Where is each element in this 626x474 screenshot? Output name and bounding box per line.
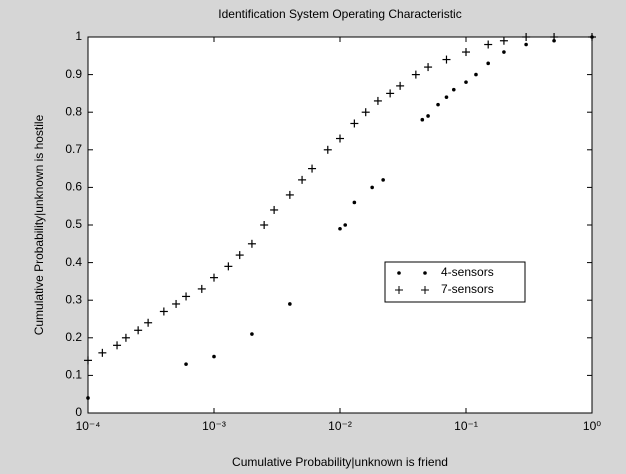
plus-marker: [270, 205, 279, 214]
plus-marker: [308, 164, 317, 173]
y-tick-label: 0.6: [65, 180, 82, 194]
y-tick-label: 0.2: [65, 330, 82, 344]
dot-marker: [352, 200, 357, 205]
x-tick-label: 10⁻²: [328, 419, 352, 433]
dot-marker: [474, 72, 478, 77]
y-tick-label: 0.5: [65, 217, 82, 231]
legend-box: [384, 261, 526, 303]
dot-marker: [524, 42, 528, 47]
dot-marker: [436, 102, 440, 107]
plus-marker: [522, 33, 531, 41]
plus-marker: [484, 40, 493, 49]
x-axis-label: Cumulative Probability|unknown is friend: [232, 455, 448, 469]
x-tick-label: 10⁰: [583, 419, 601, 433]
x-tick-label: 10⁻¹: [454, 419, 478, 433]
dot-marker: [250, 332, 254, 336]
plot-area: [87, 36, 593, 414]
dot-marker: [502, 50, 506, 54]
plus-marker: [588, 33, 596, 41]
dot-marker: [464, 80, 468, 84]
dot-marker: [486, 61, 490, 66]
dot-marker: [444, 95, 449, 99]
plus-marker: [462, 48, 470, 57]
dot-marker: [370, 185, 374, 190]
dot-marker: [184, 362, 188, 366]
dot-marker: [288, 302, 292, 306]
plus-marker: [424, 63, 433, 72]
legend-symbol: [397, 271, 401, 275]
dot-marker: [212, 354, 216, 359]
legend-symbol: [423, 271, 427, 275]
plus-marker: [499, 36, 508, 45]
y-tick-label: 0: [75, 405, 82, 419]
plus-marker: [323, 145, 332, 154]
y-tick-label: 0.7: [65, 142, 82, 156]
dot-marker: [381, 178, 385, 182]
y-axis-label: Cumulative Probability|unknown is hostil…: [32, 114, 46, 335]
dot-marker: [420, 117, 425, 122]
x-tick-label: 10⁻⁴: [76, 419, 101, 433]
plus-marker: [411, 70, 420, 79]
plus-marker: [134, 326, 143, 335]
plus-marker: [350, 119, 359, 128]
plus-marker: [442, 55, 451, 64]
plus-marker: [197, 284, 206, 293]
dot-marker: [86, 396, 90, 400]
plus-marker: [224, 262, 233, 271]
legend-label: 4-sensors: [441, 265, 494, 279]
plus-marker: [285, 190, 294, 199]
y-tick-label: 0.4: [65, 255, 82, 269]
y-tick-label: 0.3: [65, 292, 82, 306]
plus-marker: [260, 221, 269, 229]
plus-marker: [113, 341, 122, 350]
x-tick-label: 10⁻³: [202, 419, 226, 433]
dot-marker: [426, 114, 430, 118]
plus-marker: [361, 108, 370, 117]
y-tick-label: 0.9: [65, 67, 82, 81]
plus-marker: [336, 134, 344, 143]
plus-marker: [84, 356, 92, 365]
plus-marker: [298, 175, 307, 184]
dot-marker: [451, 87, 456, 92]
plus-marker: [235, 251, 244, 260]
plus-marker: [550, 33, 559, 41]
legend-label: 7-sensors: [441, 282, 494, 296]
chart-title: Identification System Operating Characte…: [218, 7, 461, 21]
y-tick-label: 1: [75, 29, 82, 43]
dot-marker: [343, 223, 348, 227]
y-tick-label: 0.8: [65, 104, 82, 118]
plus-marker: [182, 292, 191, 301]
plus-marker: [373, 96, 382, 105]
plus-marker: [121, 333, 130, 342]
plus-marker: [172, 299, 181, 308]
dot-marker: [338, 226, 342, 231]
plus-marker: [159, 307, 168, 316]
plus-marker: [210, 273, 218, 282]
plus-marker: [396, 81, 405, 90]
y-tick-label: 0.1: [65, 368, 82, 382]
plus-marker: [247, 239, 256, 248]
plus-marker: [98, 348, 107, 357]
plus-marker: [386, 89, 395, 98]
plus-marker: [144, 318, 153, 327]
